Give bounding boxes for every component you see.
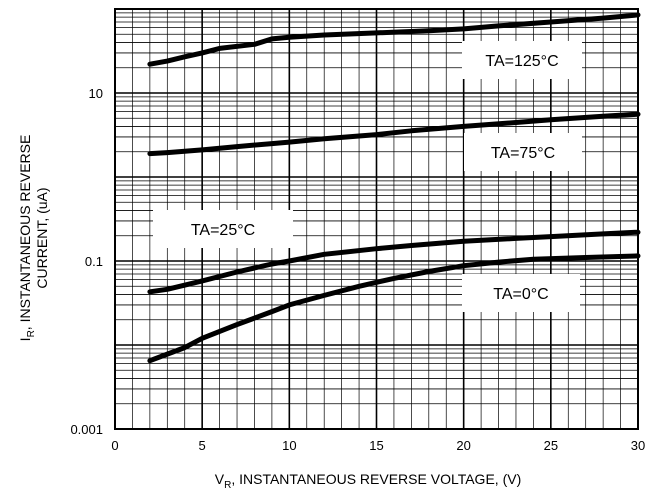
x-tick-label: 15 — [369, 438, 383, 453]
y-tick-labels: 0.001 0.1 10 — [70, 86, 103, 437]
series-line — [147, 12, 641, 67]
series-label-box — [462, 41, 582, 79]
series-label-box — [462, 274, 580, 312]
x-tick-labels: 0 5 10 15 20 25 30 — [111, 438, 645, 453]
curves — [147, 12, 641, 364]
x-tick-label: 30 — [631, 438, 645, 453]
series-label: TA=125°C — [485, 53, 558, 70]
series-label: TA=0°C — [493, 286, 548, 303]
x-tick-label: 25 — [544, 438, 558, 453]
series-line — [147, 253, 641, 364]
x-tick-label: 20 — [456, 438, 470, 453]
y-tick-label: 0.1 — [85, 254, 103, 269]
plot-frame — [114, 8, 639, 430]
series-label: TA=25°C — [191, 222, 255, 239]
x-tick-label: 0 — [111, 438, 118, 453]
series-label: TA=75°C — [491, 145, 555, 162]
series-labels: TA=125°C TA=75°C TA=25°C TA=0°C — [153, 41, 582, 312]
x-tick-label: 10 — [282, 438, 296, 453]
y-tick-label: 0.001 — [70, 422, 103, 437]
series-line — [147, 111, 641, 157]
y-axis-label: IR, INSTANTANEOUS REVERSE — [17, 135, 37, 342]
x-axis-label: VR, INSTANTANEOUS REVERSE VOLTAGE, (V) — [215, 471, 521, 491]
series-label-box — [464, 133, 582, 171]
y-tick-label: 10 — [89, 86, 103, 101]
y-axis-label-line2: CURRENT, (uA) — [34, 187, 50, 288]
x-tick-label: 5 — [199, 438, 206, 453]
series-line — [147, 229, 641, 295]
series-label-box — [153, 210, 293, 248]
